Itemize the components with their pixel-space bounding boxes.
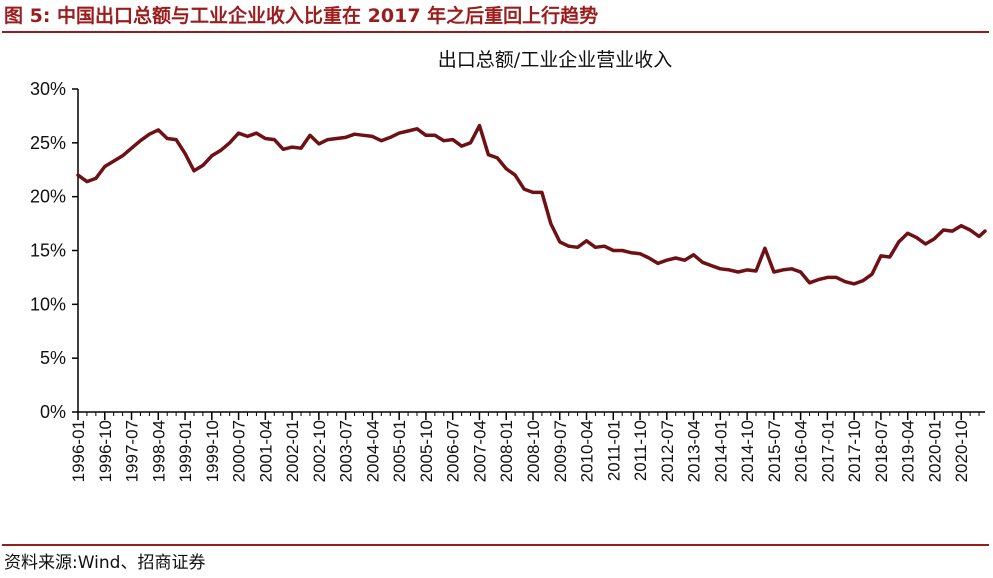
x-tick-label: 2014-01: [711, 420, 730, 482]
x-tick-label: 2013-04: [685, 420, 704, 482]
y-axis: 0% 5% 10% 15% 20% 25% 30%: [30, 79, 79, 422]
bottom-divider: [2, 544, 989, 546]
x-tick-label: 1999-01: [176, 420, 195, 482]
x-tick-label: 2002-10: [310, 420, 329, 482]
x-tick-label: 1996-10: [96, 420, 115, 482]
x-tick-label: 2011-01: [604, 420, 623, 481]
y-tick-label: 20%: [30, 187, 66, 207]
y-tick-label: 15%: [30, 241, 66, 261]
x-tick-label: 2015-07: [765, 420, 784, 482]
x-tick-label: 1996-01: [69, 420, 88, 482]
x-tick-label: 1997-07: [123, 420, 142, 482]
x-tick-label: 2003-07: [337, 420, 356, 482]
x-tick-label: 2017-10: [845, 420, 864, 482]
x-tick-label: 2000-07: [230, 420, 249, 482]
x-tick-label: 2005-01: [390, 420, 409, 482]
x-tick-label: 2004-04: [363, 420, 382, 482]
x-tick-label: 2019-04: [899, 420, 918, 482]
x-tick-label: 2014-10: [738, 420, 757, 482]
x-tick-label: 2008-01: [497, 420, 516, 482]
x-tick-label: 1998-04: [149, 420, 168, 482]
y-tick-label: 30%: [30, 79, 66, 99]
x-tick-label: 2011-10: [631, 420, 650, 481]
x-tick-label: 2007-04: [470, 420, 489, 482]
y-tick-label: 0%: [40, 402, 66, 422]
x-tick-label: 1999-10: [203, 420, 222, 482]
chart-title: 出口总额/工业企业营业收入: [438, 49, 672, 71]
x-tick-label: 2016-04: [792, 420, 811, 482]
series-line: [76, 123, 987, 286]
figure-title: 图 5: 中国出口总额与工业企业收入比重在 2017 年之后重回上行趋势: [4, 5, 599, 27]
y-tick-label: 5%: [40, 348, 66, 368]
source-note: 资料来源:Wind、招商证券: [4, 553, 206, 573]
x-tick-label: 2002-01: [283, 420, 302, 482]
x-tick-label: 2008-10: [524, 420, 543, 482]
x-tick-label: 2010-04: [578, 420, 597, 482]
top-divider: [2, 31, 989, 33]
x-tick-label: 2005-10: [417, 420, 436, 482]
x-tick-label: 2009-07: [551, 420, 570, 482]
x-tick-label: 2017-01: [818, 420, 837, 482]
x-tick-label: 2020-01: [925, 420, 944, 482]
x-tick-label: 2001-04: [256, 420, 275, 482]
x-axis: 1996-01 1996-10 1997-07 1998-04 1999-01 1999-…: [69, 411, 985, 482]
x-tick-label: 2012-07: [658, 420, 677, 482]
x-tick-label: 2018-07: [872, 420, 891, 482]
x-tick-label: 2020-10: [952, 420, 971, 482]
y-tick-label: 10%: [30, 294, 66, 314]
plot-area: [76, 123, 987, 286]
x-tick-label: 2006-07: [444, 420, 463, 482]
y-tick-label: 25%: [30, 133, 66, 153]
